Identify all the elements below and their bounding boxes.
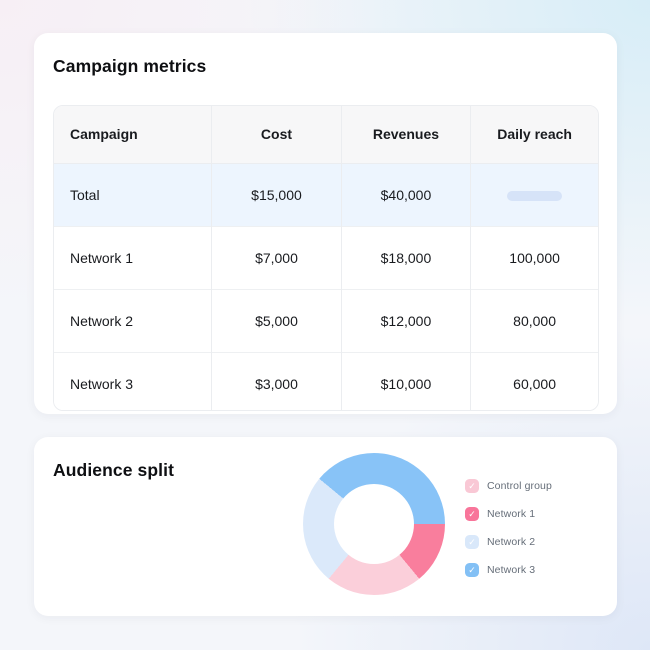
campaign-metrics-card: Campaign metrics Campaign Cost Revenues … bbox=[34, 33, 617, 414]
cell-daily-reach: 60,000 bbox=[470, 351, 598, 410]
cell-campaign: Network 1 bbox=[54, 225, 212, 289]
column-header-campaign: Campaign bbox=[54, 106, 212, 164]
cell-daily-reach bbox=[470, 163, 598, 226]
cell-campaign: Network 2 bbox=[54, 288, 212, 352]
column-header-cost: Cost bbox=[211, 106, 342, 164]
audience-split-card: Audience split ✓ Control group ✓ Network… bbox=[34, 437, 617, 616]
legend-checkbox-icon[interactable]: ✓ bbox=[465, 479, 479, 493]
legend-checkbox-icon[interactable]: ✓ bbox=[465, 535, 479, 549]
legend-item-network-2[interactable]: ✓ Network 2 bbox=[465, 535, 552, 549]
cell-daily-reach: 100,000 bbox=[470, 225, 598, 289]
cell-campaign: Total bbox=[54, 163, 212, 226]
legend-label: Control group bbox=[487, 480, 552, 492]
column-header-revenues: Revenues bbox=[340, 106, 471, 164]
campaign-metrics-table: Campaign Cost Revenues Daily reach Total… bbox=[53, 105, 599, 411]
legend-checkbox-icon[interactable]: ✓ bbox=[465, 563, 479, 577]
cell-cost: $5,000 bbox=[211, 288, 342, 352]
audience-donut-chart bbox=[303, 453, 445, 595]
cell-cost: $3,000 bbox=[211, 351, 342, 410]
legend-item-control-group[interactable]: ✓ Control group bbox=[465, 479, 552, 493]
cell-campaign: Network 3 bbox=[54, 351, 212, 410]
table-row-network-2: Network 2 $5,000 $12,000 80,000 bbox=[54, 288, 598, 352]
campaign-metrics-title: Campaign metrics bbox=[53, 56, 207, 76]
chart-legend: ✓ Control group ✓ Network 1 ✓ Network 2 … bbox=[465, 479, 552, 591]
legend-item-network-1[interactable]: ✓ Network 1 bbox=[465, 507, 552, 521]
column-header-daily-reach: Daily reach bbox=[470, 106, 598, 164]
cell-cost: $7,000 bbox=[211, 225, 342, 289]
audience-split-title: Audience split bbox=[53, 460, 175, 480]
table-row-network-1: Network 1 $7,000 $18,000 100,000 bbox=[54, 225, 598, 289]
cell-revenues: $10,000 bbox=[340, 351, 471, 410]
cell-revenues: $12,000 bbox=[340, 288, 471, 352]
table-row-total: Total $15,000 $40,000 bbox=[54, 163, 598, 226]
cell-revenues: $40,000 bbox=[340, 163, 471, 226]
legend-label: Network 2 bbox=[487, 536, 536, 548]
legend-label: Network 1 bbox=[487, 508, 536, 520]
legend-checkbox-icon[interactable]: ✓ bbox=[465, 507, 479, 521]
table-header-row: Campaign Cost Revenues Daily reach bbox=[54, 106, 598, 164]
reach-placeholder-pill bbox=[507, 190, 563, 201]
legend-item-network-3[interactable]: ✓ Network 3 bbox=[465, 563, 552, 577]
legend-label: Network 3 bbox=[487, 564, 536, 576]
cell-cost: $15,000 bbox=[211, 163, 342, 226]
donut-hole bbox=[334, 484, 414, 564]
cell-revenues: $18,000 bbox=[340, 225, 471, 289]
table-row-network-3: Network 3 $3,000 $10,000 60,000 bbox=[54, 351, 598, 410]
cell-daily-reach: 80,000 bbox=[470, 288, 598, 352]
